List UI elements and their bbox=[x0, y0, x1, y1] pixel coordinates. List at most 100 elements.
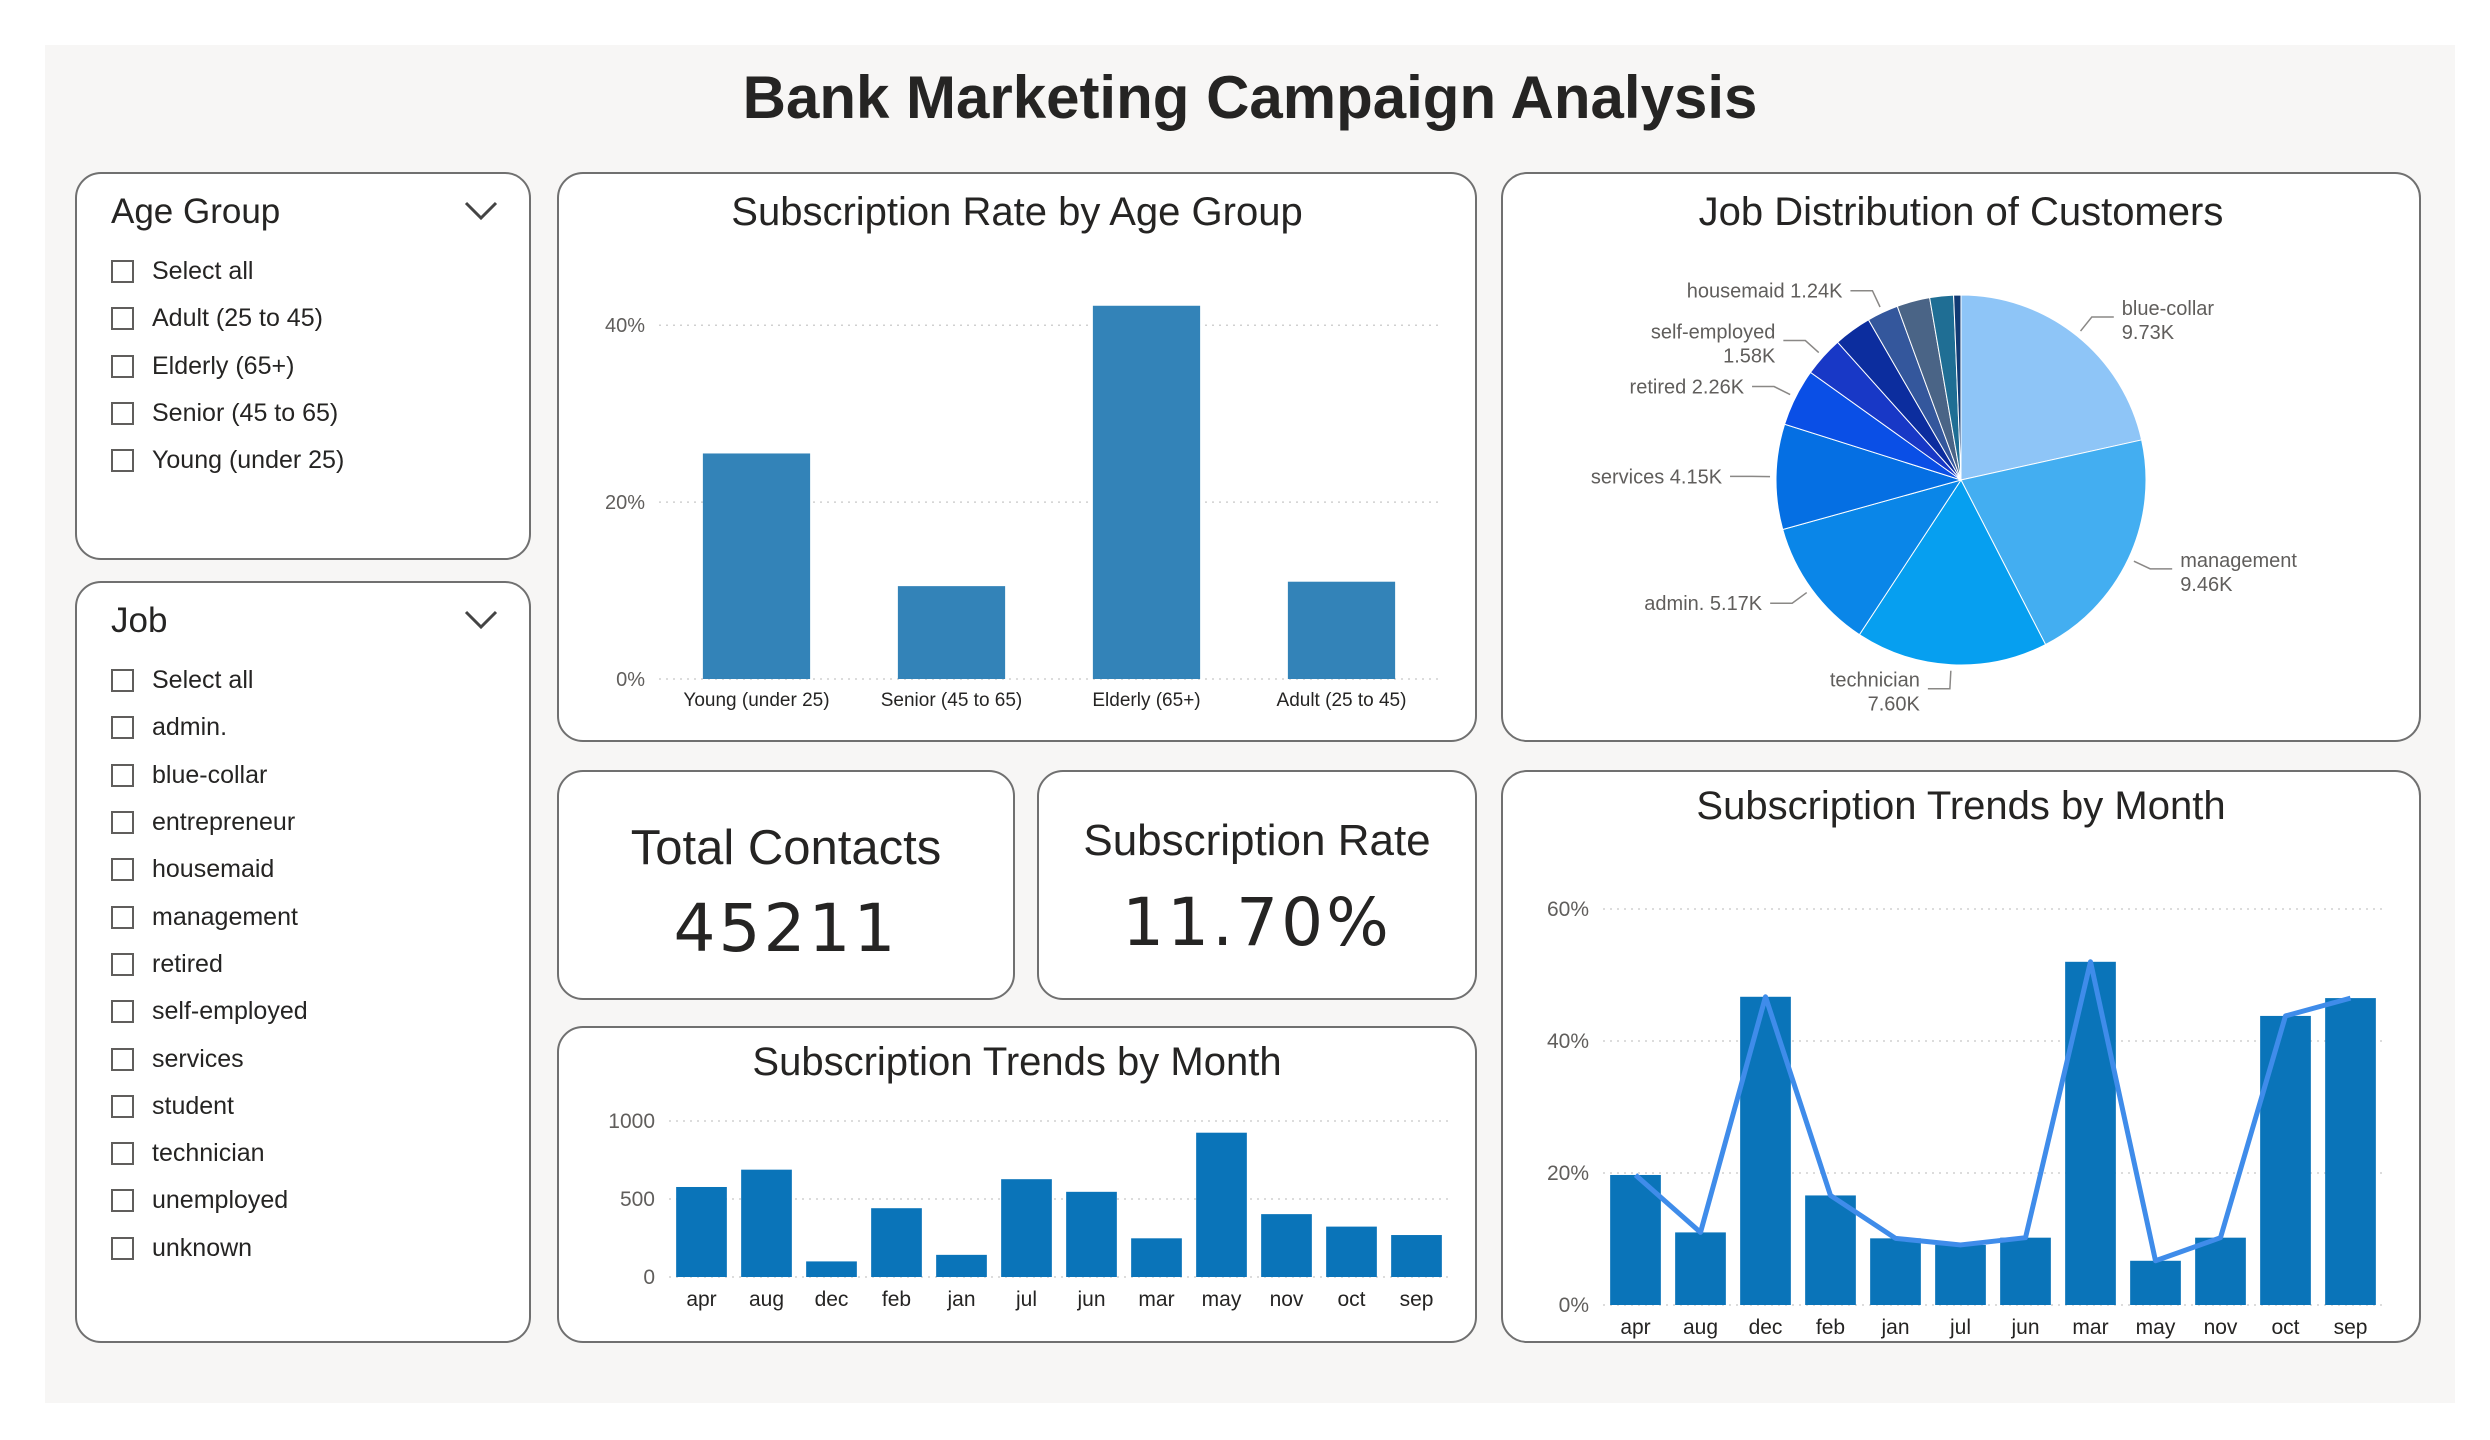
y-tick-label: 0% bbox=[616, 669, 645, 691]
checkbox[interactable] bbox=[111, 402, 134, 426]
bar[interactable] bbox=[702, 453, 811, 679]
x-tick-label: oct bbox=[2271, 1316, 2299, 1339]
bar[interactable] bbox=[2130, 1260, 2181, 1305]
slicer-option[interactable]: blue-collar bbox=[111, 752, 308, 799]
pie-data-label: retired 2.26K bbox=[1630, 377, 1745, 399]
bar[interactable] bbox=[1261, 1214, 1312, 1277]
slicer-option[interactable]: Elderly (65+) bbox=[111, 343, 344, 390]
age-rate-chart: 0% 20% 40% Young (under 25) Senior (45 to 65… bbox=[605, 305, 1439, 711]
checkbox[interactable] bbox=[111, 449, 134, 473]
checkbox[interactable] bbox=[111, 1189, 134, 1213]
bar[interactable] bbox=[1610, 1174, 1661, 1305]
checkbox[interactable] bbox=[111, 858, 134, 882]
trend-line[interactable] bbox=[1633, 959, 2352, 1264]
bar[interactable] bbox=[741, 1169, 792, 1277]
checkbox[interactable] bbox=[111, 669, 134, 693]
pie-slice[interactable] bbox=[1782, 479, 1963, 636]
slicer-option[interactable]: Select all bbox=[111, 248, 344, 295]
x-tick-label: mar bbox=[2072, 1316, 2108, 1339]
chevron-down-icon[interactable] bbox=[463, 609, 499, 631]
bar[interactable] bbox=[1092, 305, 1201, 679]
pie-data-label: 7.60K bbox=[1868, 694, 1921, 716]
slicer-option[interactable]: technician bbox=[111, 1130, 308, 1177]
total-contacts-card: Total Contacts 45211 bbox=[557, 770, 1015, 1000]
bar[interactable] bbox=[936, 1254, 987, 1277]
bar[interactable] bbox=[2195, 1237, 2246, 1305]
checkbox[interactable] bbox=[111, 260, 134, 284]
bar[interactable] bbox=[1001, 1179, 1052, 1277]
checkbox[interactable] bbox=[111, 763, 134, 787]
slicer-option[interactable]: entrepreneur bbox=[111, 799, 308, 846]
y-tick-label: 40% bbox=[605, 315, 645, 337]
pie-data-label: blue-collar bbox=[2122, 298, 2215, 320]
bar[interactable] bbox=[897, 586, 1006, 679]
bar[interactable] bbox=[2325, 998, 2376, 1305]
bar[interactable] bbox=[2065, 961, 2116, 1305]
checkbox[interactable] bbox=[111, 1094, 134, 1118]
bar[interactable] bbox=[806, 1261, 857, 1277]
checkbox[interactable] bbox=[111, 1047, 134, 1071]
checkbox[interactable] bbox=[111, 1000, 134, 1024]
checkbox[interactable] bbox=[111, 811, 134, 835]
chart-title: Subscription Trends by Month bbox=[752, 1040, 1282, 1084]
bar[interactable] bbox=[1287, 581, 1396, 679]
checkbox[interactable] bbox=[111, 1236, 134, 1260]
x-tick-label: Adult (25 to 45) bbox=[1277, 690, 1407, 711]
bar[interactable] bbox=[2260, 1015, 2311, 1305]
pie-slice[interactable] bbox=[1960, 294, 2143, 481]
slicer-option[interactable]: Senior (45 to 65) bbox=[111, 390, 344, 437]
bar[interactable] bbox=[1935, 1244, 1986, 1305]
x-tick-label: oct bbox=[1337, 1288, 1365, 1311]
slicer-option[interactable]: unemployed bbox=[111, 1177, 308, 1224]
slicer-option[interactable]: management bbox=[111, 893, 308, 940]
slicer-option[interactable]: Young (under 25) bbox=[111, 437, 344, 484]
pie-slice[interactable] bbox=[1960, 439, 2147, 646]
bar[interactable] bbox=[1805, 1195, 1856, 1305]
slicer-option[interactable]: unknown bbox=[111, 1225, 308, 1272]
month-rate-chart: 0% 20% 40% 60% apr aug dec feb jan jul jun mar may no… bbox=[1547, 898, 2383, 1339]
slicer-option-label: Senior (45 to 65) bbox=[152, 399, 339, 428]
checkbox[interactable] bbox=[111, 952, 134, 976]
slicer-option[interactable]: Adult (25 to 45) bbox=[111, 295, 344, 342]
chevron-down-icon[interactable] bbox=[463, 200, 499, 222]
slicer-option[interactable]: housemaid bbox=[111, 846, 308, 893]
slicer-option[interactable]: student bbox=[111, 1083, 308, 1130]
checkbox[interactable] bbox=[111, 905, 134, 929]
checkbox[interactable] bbox=[111, 716, 134, 740]
slicer-option[interactable]: retired bbox=[111, 941, 308, 988]
bar[interactable] bbox=[1326, 1226, 1377, 1277]
leader-line bbox=[2079, 316, 2114, 332]
slicer-option[interactable]: Select all bbox=[111, 657, 308, 704]
pie-slice[interactable] bbox=[1858, 479, 2047, 666]
pie-slice[interactable] bbox=[1953, 294, 1962, 481]
checkbox[interactable] bbox=[111, 354, 134, 378]
slicer-option[interactable]: admin. bbox=[111, 704, 308, 751]
pie-data-label: 1.58K bbox=[1723, 346, 1776, 368]
slicer-option[interactable]: services bbox=[111, 1035, 308, 1082]
bar[interactable] bbox=[1870, 1238, 1921, 1305]
slicer-option-label: Select all bbox=[152, 257, 254, 286]
bar[interactable] bbox=[1391, 1235, 1442, 1277]
bar[interactable] bbox=[871, 1208, 922, 1277]
leader-line bbox=[1770, 591, 1808, 604]
kpi-value: 11.70% bbox=[1122, 884, 1392, 961]
checkbox[interactable] bbox=[111, 1142, 134, 1166]
slicer-option-label: unemployed bbox=[152, 1186, 289, 1215]
bar[interactable] bbox=[2000, 1237, 2051, 1305]
slicer-option[interactable]: self-employed bbox=[111, 988, 308, 1035]
x-tick-label: feb bbox=[1816, 1316, 1845, 1339]
bar[interactable] bbox=[1675, 1232, 1726, 1305]
subscription-rate-card: Subscription Rate 11.70% bbox=[1037, 770, 1477, 1000]
leader-line bbox=[1850, 289, 1881, 308]
slicer-header: Job bbox=[111, 601, 168, 640]
pie-slice[interactable] bbox=[1775, 423, 1963, 531]
checkbox[interactable] bbox=[111, 307, 134, 331]
bar[interactable] bbox=[1066, 1191, 1117, 1277]
x-tick-label: Young (under 25) bbox=[683, 690, 829, 711]
x-tick-label: mar bbox=[1138, 1288, 1174, 1311]
pie-data-label: 9.46K bbox=[2180, 574, 2233, 596]
x-tick-label: sep bbox=[2334, 1316, 2368, 1339]
bar[interactable] bbox=[1131, 1238, 1182, 1277]
bar[interactable] bbox=[676, 1186, 727, 1277]
bar[interactable] bbox=[1196, 1132, 1247, 1277]
